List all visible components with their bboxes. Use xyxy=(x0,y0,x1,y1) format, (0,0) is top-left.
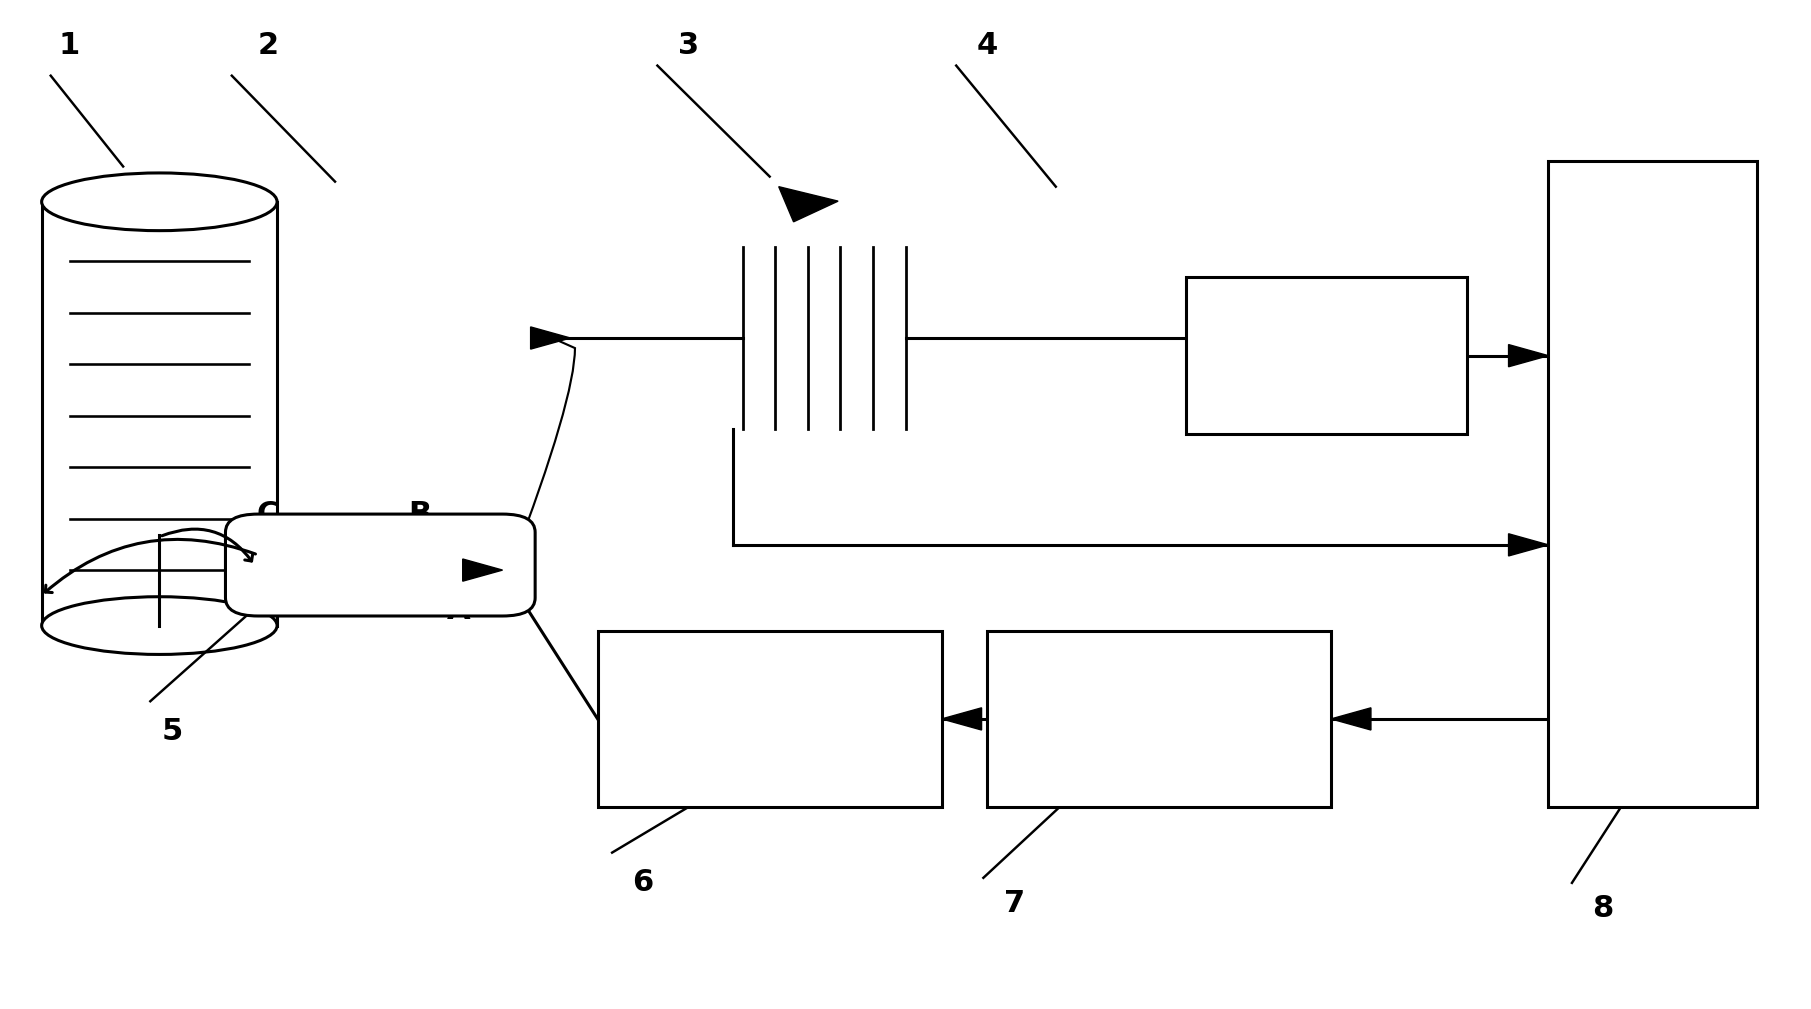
Text: 2: 2 xyxy=(257,31,279,60)
Polygon shape xyxy=(942,708,982,731)
Text: B: B xyxy=(409,500,431,529)
Ellipse shape xyxy=(42,173,277,231)
Text: 8: 8 xyxy=(1592,894,1614,922)
Polygon shape xyxy=(1509,345,1548,367)
Text: 7: 7 xyxy=(1003,889,1025,917)
Bar xyxy=(1186,277,1467,434)
Bar xyxy=(42,202,277,626)
Text: 6: 6 xyxy=(632,869,654,897)
Polygon shape xyxy=(1331,708,1371,731)
Text: 5: 5 xyxy=(161,717,183,746)
Bar xyxy=(987,631,1331,807)
Polygon shape xyxy=(462,559,503,581)
Text: A: A xyxy=(446,596,471,625)
Polygon shape xyxy=(779,187,838,222)
Polygon shape xyxy=(531,327,570,349)
FancyBboxPatch shape xyxy=(225,515,536,615)
Text: C: C xyxy=(257,500,279,529)
Text: 4: 4 xyxy=(976,31,998,60)
Text: 1: 1 xyxy=(58,31,80,60)
Text: 3: 3 xyxy=(677,31,699,60)
Bar xyxy=(598,631,942,807)
Bar xyxy=(1548,161,1757,807)
Polygon shape xyxy=(1509,534,1548,556)
Ellipse shape xyxy=(42,596,277,655)
